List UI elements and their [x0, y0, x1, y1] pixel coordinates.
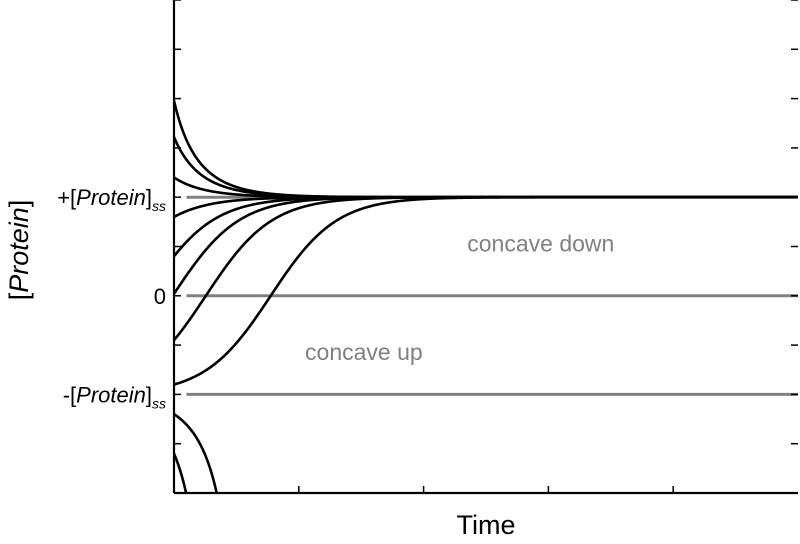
x-axis-title: Time	[457, 510, 516, 540]
y-tick-label-0: +[Protein]ss	[57, 185, 166, 214]
reference-lines	[186, 195, 798, 396]
axis-ticks	[174, 0, 798, 494]
y-tick-labels: +[Protein]ss 0 -[Protein]ss	[57, 185, 166, 411]
series-curve-8	[174, 413, 219, 493]
annotations: concave down concave up	[305, 230, 614, 364]
y-tick-label-2: -[Protein]ss	[63, 382, 166, 411]
y-axis-title: [Protein]	[4, 200, 34, 301]
y-axis-title-open: [	[4, 292, 34, 300]
series-curve-0	[174, 100, 798, 199]
annotation-0: concave down	[467, 230, 614, 256]
series-curve-6	[174, 195, 798, 342]
series-curve-7	[174, 195, 798, 386]
annotation-1: concave up	[305, 339, 423, 365]
y-tick-label-1: 0	[154, 284, 166, 309]
series-curves	[174, 100, 798, 493]
series-curve-9	[174, 453, 188, 493]
series-curve-1	[174, 136, 798, 199]
y-axis-title-close: ]	[4, 200, 34, 208]
y-axis-title-italic: Protein	[4, 207, 34, 293]
